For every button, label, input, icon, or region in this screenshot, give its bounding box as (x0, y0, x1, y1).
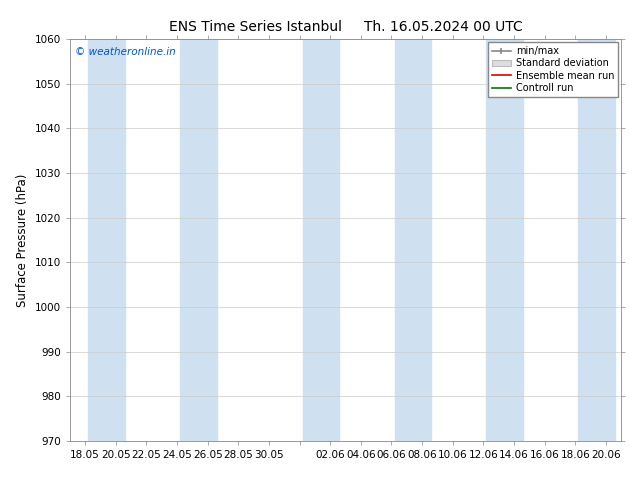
Text: © weatheronline.in: © weatheronline.in (75, 47, 176, 57)
Title: ENS Time Series Istanbul     Th. 16.05.2024 00 UTC: ENS Time Series Istanbul Th. 16.05.2024 … (169, 20, 522, 34)
Bar (486, 39, 523, 441)
Y-axis label: Surface Pressure (hPa): Surface Pressure (hPa) (16, 173, 29, 307)
Legend: min/max, Standard deviation, Ensemble mean run, Controll run: min/max, Standard deviation, Ensemble me… (488, 42, 618, 97)
Bar (394, 39, 431, 441)
Bar (578, 39, 615, 441)
Bar (88, 39, 125, 441)
Bar (302, 39, 339, 441)
Bar (180, 39, 217, 441)
